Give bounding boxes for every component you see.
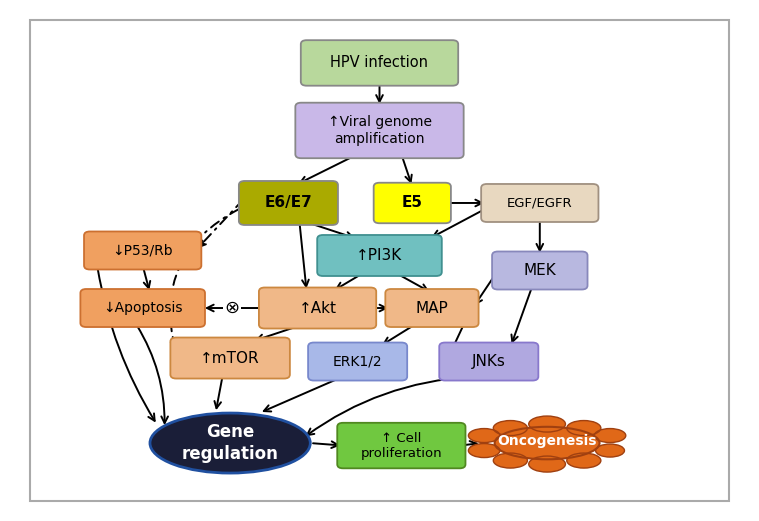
Ellipse shape <box>493 420 528 436</box>
Ellipse shape <box>495 427 600 460</box>
FancyBboxPatch shape <box>30 20 729 501</box>
Text: MEK: MEK <box>524 263 556 278</box>
Ellipse shape <box>493 453 528 468</box>
FancyBboxPatch shape <box>170 338 290 379</box>
Ellipse shape <box>529 416 565 432</box>
Text: ↑PI3K: ↑PI3K <box>357 248 402 263</box>
Text: ↑mTOR: ↑mTOR <box>200 351 260 366</box>
FancyBboxPatch shape <box>259 288 376 329</box>
Text: EGF/EGFR: EGF/EGFR <box>507 196 572 209</box>
FancyBboxPatch shape <box>301 40 458 85</box>
FancyBboxPatch shape <box>337 423 465 468</box>
Text: E6/E7: E6/E7 <box>265 195 312 210</box>
Ellipse shape <box>468 429 500 442</box>
FancyBboxPatch shape <box>492 252 587 290</box>
Text: ↑ Cell
proliferation: ↑ Cell proliferation <box>361 431 442 460</box>
FancyBboxPatch shape <box>295 103 464 158</box>
Text: Gene
regulation: Gene regulation <box>181 423 279 463</box>
Ellipse shape <box>150 413 310 473</box>
Ellipse shape <box>596 444 625 457</box>
Ellipse shape <box>468 443 500 457</box>
Text: Oncogenesis: Oncogenesis <box>497 433 597 448</box>
FancyBboxPatch shape <box>481 184 598 222</box>
Ellipse shape <box>594 429 625 442</box>
Text: ⊗: ⊗ <box>225 299 240 317</box>
Ellipse shape <box>529 456 565 472</box>
FancyBboxPatch shape <box>439 342 538 380</box>
Text: HPV infection: HPV infection <box>330 55 429 70</box>
FancyBboxPatch shape <box>84 231 201 269</box>
Text: ↓Apoptosis: ↓Apoptosis <box>103 301 182 315</box>
Text: ERK1/2: ERK1/2 <box>333 354 383 368</box>
FancyBboxPatch shape <box>386 289 479 327</box>
Text: MAP: MAP <box>416 301 449 316</box>
Text: E5: E5 <box>402 195 423 210</box>
FancyBboxPatch shape <box>239 181 338 225</box>
Text: ↓P53/Rb: ↓P53/Rb <box>112 243 173 257</box>
Text: ↑Akt: ↑Akt <box>298 301 336 316</box>
Ellipse shape <box>567 420 601 436</box>
FancyBboxPatch shape <box>373 183 451 223</box>
FancyBboxPatch shape <box>308 342 407 380</box>
Ellipse shape <box>567 453 601 468</box>
Text: JNKs: JNKs <box>472 354 505 369</box>
Text: ↑Viral genome
amplification: ↑Viral genome amplification <box>327 115 432 145</box>
FancyBboxPatch shape <box>80 289 205 327</box>
FancyBboxPatch shape <box>317 235 442 276</box>
